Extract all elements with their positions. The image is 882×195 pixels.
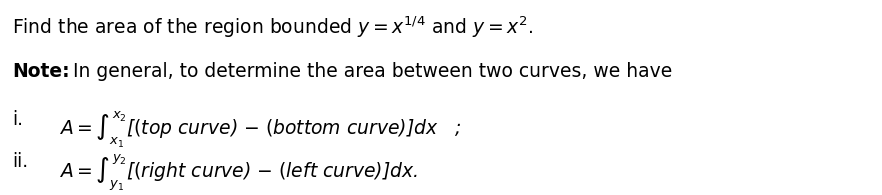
- Text: ii.: ii.: [12, 152, 28, 171]
- Text: Find the area of the region bounded $y = x^{1/4}$ and $y = x^2$.: Find the area of the region bounded $y =…: [12, 14, 534, 40]
- Text: Note:: Note:: [12, 62, 70, 81]
- Text: $A = \int_{x_1}^{x_2}$[$(top\ curve$) $-$ $(bottom\ curve$)]$dx$   ;: $A = \int_{x_1}^{x_2}$[$(top\ curve$) $-…: [58, 110, 460, 150]
- Text: $A = \int_{y_1}^{y_2}$[$(right\ curve$) $-$ $(left\ curve$)]$dx$.: $A = \int_{y_1}^{y_2}$[$(right\ curve$) …: [58, 152, 417, 192]
- Text: i.: i.: [12, 110, 23, 129]
- Text: In general, to determine the area between two curves, we have: In general, to determine the area betwee…: [67, 62, 673, 81]
